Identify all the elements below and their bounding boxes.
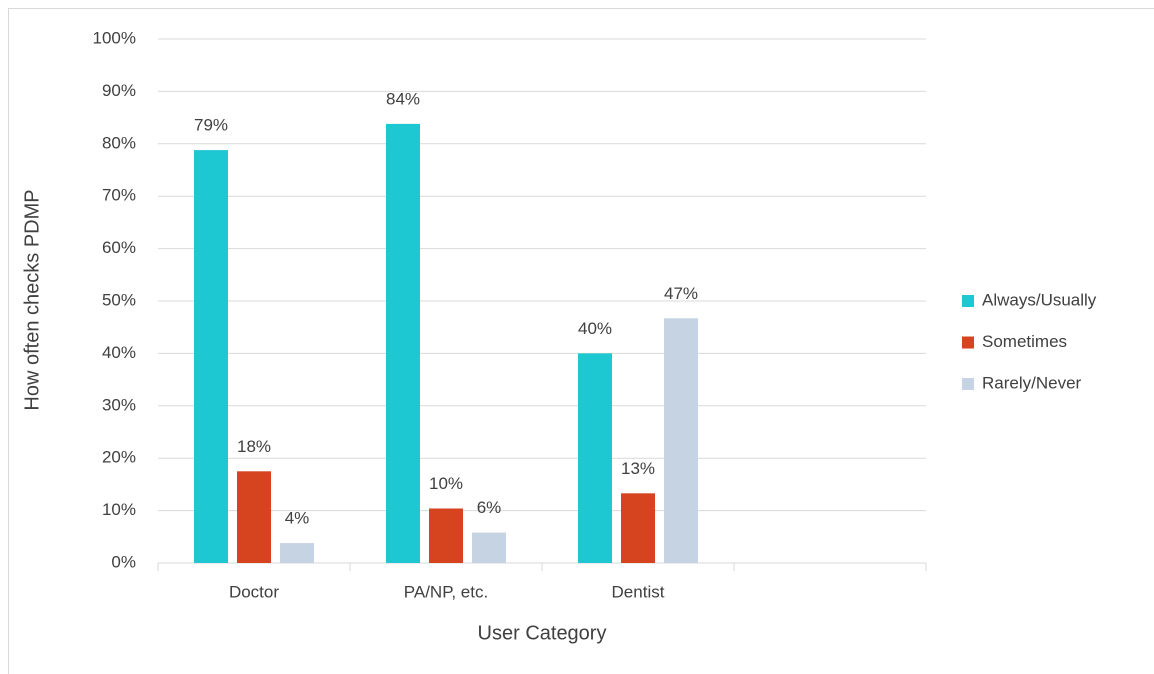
legend-label: Sometimes: [982, 332, 1067, 351]
x-axis-title: User Category: [478, 622, 607, 644]
legend-label: Always/Usually: [982, 290, 1097, 309]
y-tick-label: 20%: [102, 448, 136, 467]
x-tick-label: PA/NP, etc.: [404, 582, 488, 601]
x-tick-label: Doctor: [229, 582, 279, 601]
legend-swatch: [962, 336, 974, 349]
bar: [386, 123, 420, 563]
y-tick-label: 100%: [93, 28, 136, 47]
y-tick-label: 0%: [111, 552, 136, 571]
bar: [472, 532, 506, 563]
data-label: 6%: [477, 498, 502, 517]
legend-swatch: [962, 295, 974, 307]
bar: [237, 471, 271, 563]
y-tick-label: 30%: [102, 395, 136, 414]
legend-swatch: [962, 378, 974, 390]
bar: [429, 508, 463, 563]
data-label: 40%: [578, 319, 612, 338]
data-label: 10%: [429, 474, 463, 493]
y-tick-label: 40%: [102, 343, 136, 362]
chart-frame: [8, 8, 1154, 674]
data-label: 47%: [664, 284, 698, 303]
data-label: 79%: [194, 116, 228, 135]
bar: [194, 150, 228, 563]
data-label: 13%: [621, 459, 655, 478]
y-tick-label: 60%: [102, 238, 136, 257]
y-tick-label: 90%: [102, 81, 136, 100]
data-label: 84%: [386, 89, 420, 108]
bar: [621, 493, 655, 563]
bar: [578, 353, 612, 563]
y-tick-label: 50%: [102, 290, 136, 309]
y-axis-title: How often checks PDMP: [21, 189, 43, 410]
y-tick-label: 10%: [102, 500, 136, 519]
bar: [280, 543, 314, 563]
bar: [664, 318, 698, 563]
y-tick-label: 70%: [102, 186, 136, 205]
data-label: 18%: [237, 437, 271, 456]
legend-label: Rarely/Never: [982, 373, 1082, 392]
x-tick-label: Dentist: [612, 582, 665, 601]
y-tick-label: 80%: [102, 133, 136, 152]
data-label: 4%: [285, 509, 310, 528]
